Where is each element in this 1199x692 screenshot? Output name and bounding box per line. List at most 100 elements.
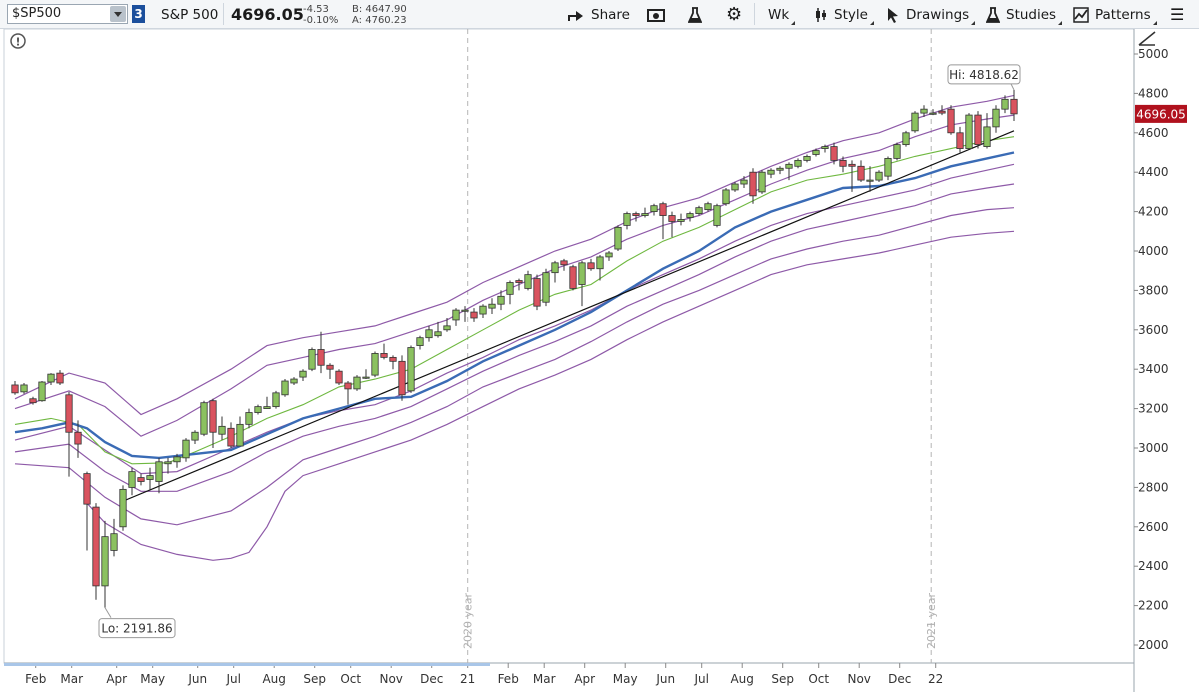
patterns-button[interactable]: Patterns xyxy=(1073,0,1157,29)
candle-body-up xyxy=(461,309,469,312)
corner-arrow-icon xyxy=(791,21,796,25)
candle xyxy=(362,369,370,380)
trendline[interactable] xyxy=(122,130,1015,502)
interval-label: Wk xyxy=(768,6,790,23)
x-tick-label: Feb xyxy=(25,672,46,686)
candle xyxy=(218,416,226,441)
symbol-value: $SP500 xyxy=(12,6,62,21)
candle xyxy=(560,258,568,271)
candle xyxy=(83,471,91,551)
candle-body-up xyxy=(767,169,775,175)
x-tick-label: 22 xyxy=(928,672,943,686)
envelope-band-line xyxy=(14,163,1015,475)
candle-body-down xyxy=(380,353,388,358)
candle-body-up xyxy=(794,159,802,167)
candle-body-down xyxy=(83,473,91,505)
candle xyxy=(668,211,676,238)
candle xyxy=(191,430,199,445)
candle xyxy=(902,130,910,147)
candle xyxy=(749,168,757,204)
candle-body-up xyxy=(245,412,253,425)
candle xyxy=(794,158,802,169)
candle-body-up xyxy=(164,461,172,465)
candle-body-up xyxy=(524,274,532,289)
candle xyxy=(875,170,883,183)
candle-body-up xyxy=(497,295,505,305)
separator xyxy=(223,3,224,25)
candle xyxy=(722,187,730,206)
candle xyxy=(236,416,244,447)
alert-icon[interactable]: ! xyxy=(10,33,26,49)
candle-body-up xyxy=(965,114,973,149)
candle-body-up xyxy=(452,309,460,321)
menu-button[interactable]: ☰ xyxy=(1170,0,1184,29)
flask-button[interactable] xyxy=(688,0,702,29)
candle xyxy=(407,345,415,393)
candle-body-up xyxy=(299,370,307,378)
share-button[interactable]: Share xyxy=(567,0,630,29)
style-button[interactable]: Style xyxy=(814,0,874,29)
candle xyxy=(137,473,145,486)
studies-button[interactable]: Studies xyxy=(986,0,1063,29)
y-tick-label: 4600 xyxy=(1138,126,1169,140)
candle xyxy=(245,408,253,429)
candle xyxy=(290,377,298,385)
x-tick-label: Apr xyxy=(106,672,127,686)
candle xyxy=(911,111,919,133)
x-tick-label: Nov xyxy=(379,672,402,686)
candle xyxy=(947,105,955,135)
candle xyxy=(803,154,811,163)
candle xyxy=(470,308,478,322)
candle-body-down xyxy=(974,114,982,146)
candle-body-up xyxy=(434,331,442,337)
candle xyxy=(839,156,847,173)
hi-label-box xyxy=(947,64,1021,85)
drawings-button[interactable]: Drawings xyxy=(886,0,976,29)
symbol-dropdown-button[interactable] xyxy=(110,6,126,22)
studies-label: Studies xyxy=(1006,6,1057,23)
change-value: -4.53 xyxy=(303,3,329,15)
symbol-input[interactable]: $SP500 xyxy=(7,4,128,24)
x-tick-label: Mar xyxy=(60,672,83,686)
candle xyxy=(353,375,361,391)
candle-body-up xyxy=(884,158,892,177)
candle-body-down xyxy=(209,400,217,433)
x-tick-label: Dec xyxy=(420,672,443,686)
candle xyxy=(587,258,595,271)
candle xyxy=(263,396,271,410)
y-tick-label: 2800 xyxy=(1138,480,1169,494)
snapshot-button[interactable] xyxy=(647,0,665,29)
menu-icon: ☰ xyxy=(1170,5,1185,24)
candle-body-up xyxy=(929,112,937,115)
candle-body-up xyxy=(263,406,271,410)
settings-button[interactable]: ⚙ xyxy=(726,0,742,29)
corner-arrow-icon xyxy=(971,21,976,25)
y-tick-label: 4400 xyxy=(1138,165,1169,179)
candle xyxy=(821,144,829,153)
price-chart[interactable]: ! 2020 year 2021 year 2000 2200 2400 2600 280… xyxy=(0,29,1199,692)
candle xyxy=(686,211,694,222)
candle-body-down xyxy=(560,260,568,266)
candle-body-up xyxy=(542,272,550,303)
candle-body-down xyxy=(92,506,100,587)
interval-button[interactable]: Wk xyxy=(768,0,796,29)
collapse-axis-icon[interactable] xyxy=(1138,31,1156,46)
lo-label: Lo: 2191.86 xyxy=(101,622,172,636)
corner-arrow-icon xyxy=(1058,21,1063,25)
candle xyxy=(893,142,901,161)
candle-body-up xyxy=(173,456,181,463)
x-tick-label: Mar xyxy=(533,672,556,686)
candle xyxy=(380,343,388,360)
link-badge[interactable]: 3 xyxy=(132,5,145,23)
candle-body-up xyxy=(812,150,820,155)
hi-label: Hi: 4818.62 xyxy=(949,68,1019,82)
x-tick-label: Nov xyxy=(847,672,870,686)
candle xyxy=(551,260,559,283)
candle xyxy=(596,254,604,281)
candle-body-up xyxy=(128,471,136,488)
candle-body-up xyxy=(866,179,874,182)
chart-area[interactable]: ! 2020 year 2021 year 2000 2200 2400 2600 280… xyxy=(0,29,1199,692)
moving-average-long-line xyxy=(14,151,1015,460)
scroll-strip[interactable] xyxy=(4,663,490,666)
y-tick-label: 2000 xyxy=(1138,638,1169,652)
